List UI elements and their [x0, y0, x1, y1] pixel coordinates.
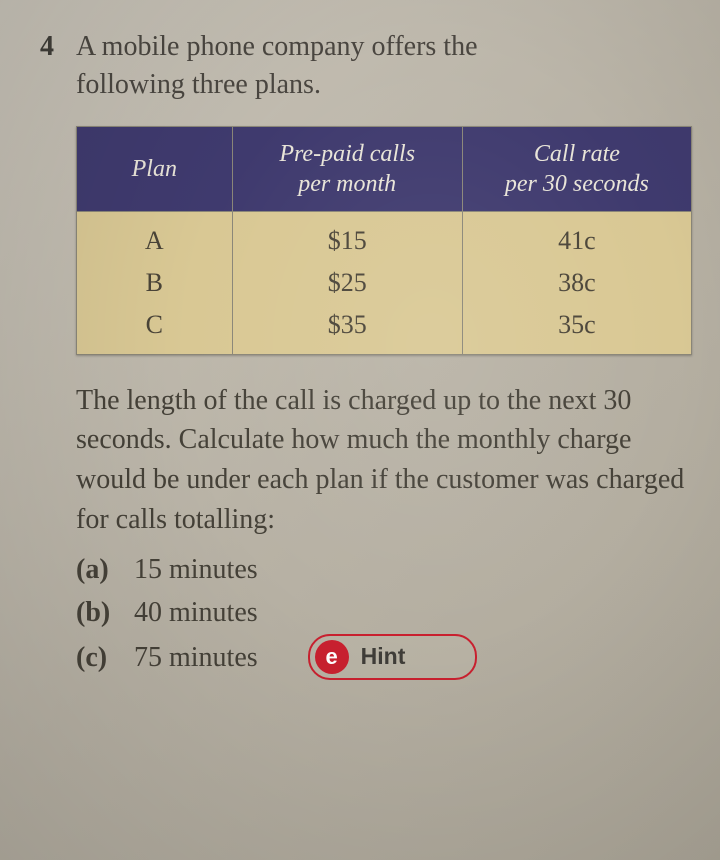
question-paragraph: The length of the call is charged up to … [76, 381, 686, 540]
subpart-label: (b) [76, 591, 126, 634]
hint-e-icon: e [315, 640, 349, 674]
cell-plan: B [77, 262, 233, 304]
hint-label: Hint [361, 639, 406, 675]
th-rate-l2: per 30 seconds [505, 171, 649, 197]
subpart-b: (b) 40 minutes [76, 591, 686, 634]
subpart-c: (c) 75 minutes e Hint [76, 634, 686, 680]
cell-plan: C [77, 304, 233, 355]
th-rate: Call rate per 30 seconds [462, 126, 691, 211]
table-header-row: Plan Pre-paid calls per month Call rate … [77, 126, 692, 211]
cell-prepaid: $35 [232, 304, 462, 355]
table-row: B $25 38c [77, 262, 692, 304]
question-number: 4 [40, 28, 76, 66]
th-rate-l1: Call rate [534, 141, 620, 167]
th-plan-label: Plan [132, 156, 177, 182]
cell-plan: A [77, 211, 233, 262]
subpart-a: (a) 15 minutes [76, 548, 686, 591]
cell-prepaid: $25 [232, 262, 462, 304]
subpart-label: (a) [76, 548, 126, 591]
subpart-label: (c) [76, 636, 126, 679]
cell-prepaid: $15 [232, 211, 462, 262]
question-heading: 4 A mobile phone company offers the [40, 28, 686, 66]
subpart-text: 75 minutes [134, 636, 258, 679]
cell-rate: 35c [462, 304, 691, 355]
cell-rate: 38c [462, 262, 691, 304]
subpart-text: 15 minutes [134, 548, 258, 591]
th-prepaid-l2: per month [298, 171, 396, 197]
hint-button[interactable]: e Hint [308, 634, 478, 680]
question-text-line1: A mobile phone company offers the [76, 28, 686, 66]
table-row: A $15 41c [77, 211, 692, 262]
th-prepaid-l1: Pre-paid calls [279, 141, 415, 167]
table-row: C $35 35c [77, 304, 692, 355]
th-plan: Plan [77, 126, 233, 211]
plans-table: Plan Pre-paid calls per month Call rate … [76, 126, 692, 355]
cell-rate: 41c [462, 211, 691, 262]
question-text-line2: following three plans. [76, 66, 686, 104]
subpart-text: 40 minutes [134, 591, 258, 634]
th-prepaid: Pre-paid calls per month [232, 126, 462, 211]
